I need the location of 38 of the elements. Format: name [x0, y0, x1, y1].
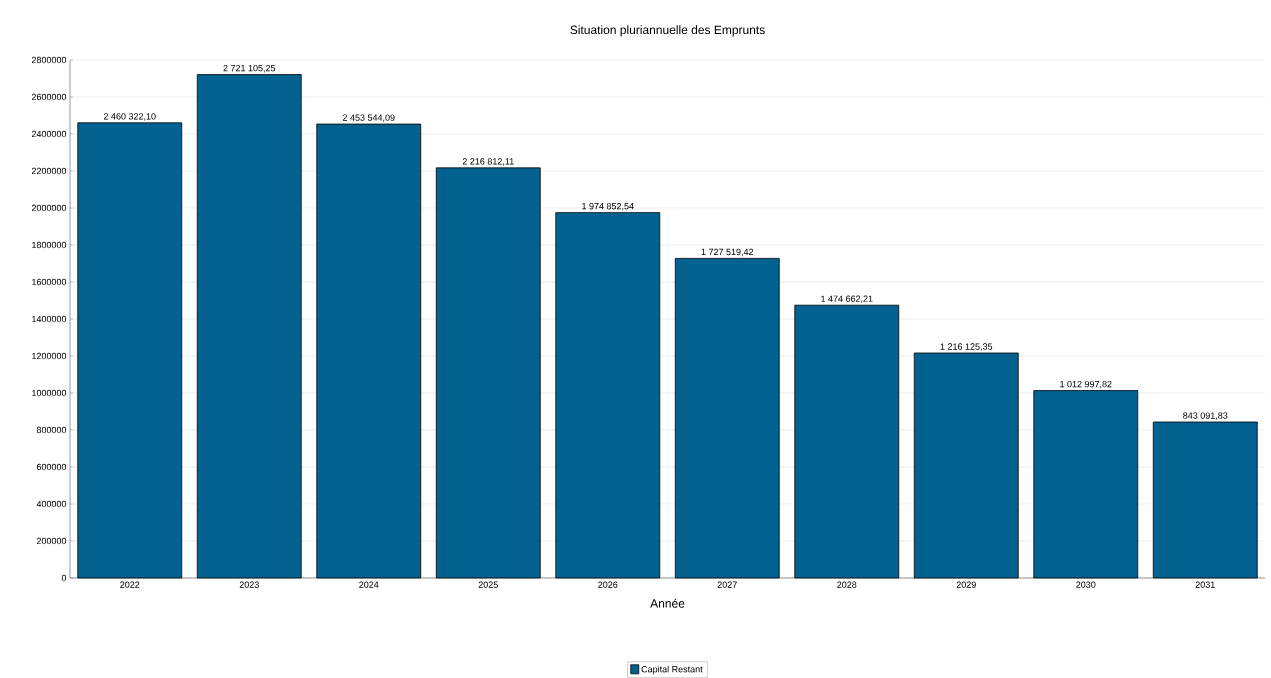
- x-tick-label: 2027: [717, 581, 737, 588]
- data-label: 1 727 519,42: [701, 248, 754, 257]
- x-tick-label: 2028: [837, 581, 857, 588]
- x-tick-label: 2023: [239, 581, 259, 588]
- x-axis-title: Année: [650, 598, 685, 608]
- x-tick-label: 2030: [1076, 581, 1096, 588]
- data-label: 1 012 997,82: [1060, 380, 1112, 389]
- y-tick-label: 2600000: [31, 93, 67, 101]
- y-tick-label: 200000: [36, 537, 67, 545]
- y-tick-label: 1000000: [32, 389, 67, 397]
- y-tick-label: 400000: [36, 500, 67, 508]
- x-tick-label: 2022: [120, 581, 140, 588]
- data-label: 1 474 662,21: [821, 295, 873, 303]
- data-label: 1 216 125,35: [940, 343, 993, 351]
- y-tick-label: 1800000: [32, 241, 67, 249]
- x-tick-label: 2026: [598, 581, 618, 588]
- y-tick-label: 1600000: [32, 278, 67, 286]
- data-label: 2 216 812,11: [462, 158, 514, 166]
- legend-label: Capital Restant: [641, 665, 703, 675]
- y-tick-label: 800000: [36, 426, 67, 434]
- y-tick-label: 2400000: [31, 130, 67, 138]
- x-tick-label: 2024: [359, 581, 379, 588]
- y-tick-label: 2200000: [31, 167, 67, 175]
- x-tick-label: 2029: [956, 581, 976, 588]
- x-tick-label: 2025: [478, 581, 498, 588]
- data-label: 2 721 105,25: [223, 64, 276, 73]
- data-label: 843 091,83: [1183, 412, 1228, 420]
- y-tick-label: 0: [61, 574, 67, 582]
- data-label: 2 460 322,10: [103, 113, 156, 121]
- y-tick-label: 2800000: [31, 56, 67, 64]
- chart-title: Situation pluriannuelle des Emprunts: [570, 25, 765, 37]
- data-label: 2 453 544,09: [342, 114, 395, 122]
- x-tick-label: 2031: [1195, 581, 1215, 588]
- y-tick-label: 1200000: [32, 352, 67, 360]
- data-label: 1 974 852,54: [582, 203, 634, 211]
- y-tick-label: 2000000: [31, 204, 67, 212]
- y-tick-label: 1400000: [32, 315, 67, 323]
- y-tick-label: 600000: [36, 463, 67, 471]
